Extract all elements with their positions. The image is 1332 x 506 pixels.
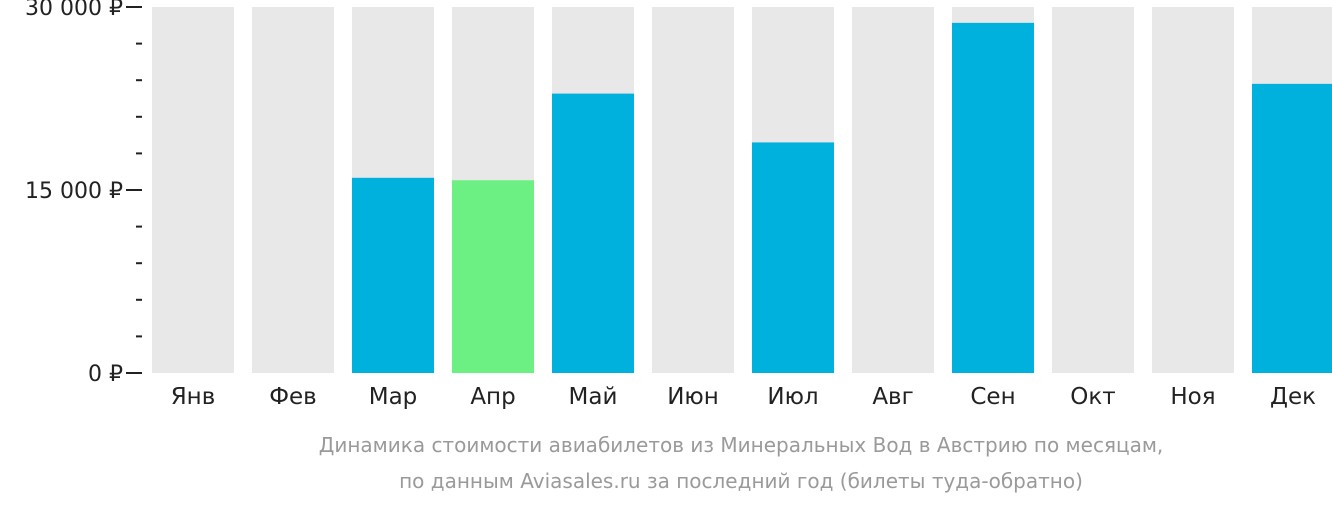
background-bar (1052, 7, 1134, 373)
x-tick-label: Июн (667, 384, 719, 410)
bar-4[interactable] (452, 180, 534, 373)
x-tick-label: Сен (970, 384, 1015, 410)
background-bar (252, 7, 334, 373)
bar-12[interactable] (1252, 83, 1332, 374)
x-tick-label: Май (569, 384, 618, 410)
bar-3[interactable] (352, 177, 434, 373)
y-tick-label: 0 ₽ (88, 362, 123, 387)
x-tick-label: Дек (1270, 384, 1316, 410)
x-axis: Янв Фев Мар Апр Май Июн Июл Авг Сен Окт Ноя Дек (171, 384, 1316, 410)
x-tick-label: Мар (369, 384, 418, 410)
data-bars (352, 22, 1332, 374)
bar-9[interactable] (952, 22, 1034, 374)
x-tick-label: Окт (1070, 384, 1115, 410)
x-tick-label: Авг (872, 384, 913, 410)
chart-caption: Динамика стоимости авиабилетов из Минера… (319, 433, 1164, 493)
background-bar (152, 7, 234, 373)
x-tick-label: Фев (269, 384, 317, 410)
x-tick-label: Апр (470, 384, 515, 410)
x-tick-label: Ноя (1170, 384, 1215, 410)
caption-line-1: Динамика стоимости авиабилетов из Минера… (319, 433, 1164, 457)
x-tick-label: Янв (171, 384, 216, 410)
background-bars (152, 7, 1332, 373)
y-tick-label: 15 000 ₽ (25, 179, 123, 204)
x-tick-label: Июл (767, 384, 818, 410)
background-bar (652, 7, 734, 373)
caption-line-2: по данным Aviasales.ru за последний год … (399, 469, 1083, 493)
bar-7[interactable] (752, 142, 834, 373)
background-bar (852, 7, 934, 373)
y-tick-label: 30 000 ₽ (25, 0, 123, 21)
bar-5[interactable] (552, 93, 634, 374)
background-bar (1152, 7, 1234, 373)
y-axis: 0 ₽ 15 000 ₽ 30 000 ₽ (25, 0, 142, 387)
